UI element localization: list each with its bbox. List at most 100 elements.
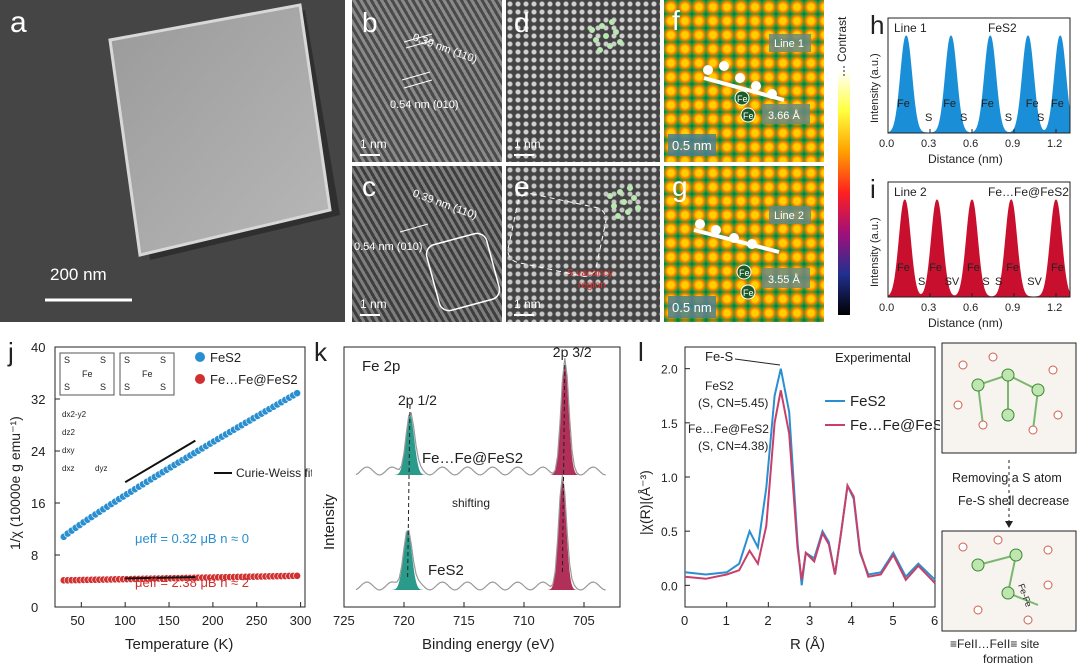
inset-1-box	[59, 352, 115, 396]
fe-atom-g1: Fe	[739, 268, 750, 278]
orbital-label-j: dxz	[62, 464, 74, 473]
x-axis-label-i: Distance (nm)	[928, 316, 1003, 330]
panel-label-h: h	[870, 10, 884, 40]
hrtem-d	[506, 0, 660, 162]
y-tick-label-j: 40	[31, 340, 45, 355]
panel-label-c: c	[362, 171, 376, 202]
xps-chart: k Fe 2p 725 720 715 710 705 Binding energy (eV)…	[314, 337, 621, 653]
x-tick-label-l: 0	[681, 613, 688, 628]
atom-label-h: Fe	[1026, 98, 1039, 110]
x-tick-label-k: 725	[333, 613, 355, 628]
cn-label-1b: (S, CN=5.45)	[698, 396, 768, 410]
x-tick-label-i: 0.3	[921, 302, 936, 314]
lattice-model-e	[607, 185, 641, 219]
x-tick-label-j: 150	[158, 613, 180, 628]
moment-label-1: μeff = 0.32 μB n ≈ 0	[135, 531, 249, 546]
scheme-foot-1: ≡FeII…FeII≡ site	[950, 637, 1040, 651]
vacancy-box-c	[425, 232, 501, 312]
profile-area-h	[887, 35, 1071, 134]
d-spacing-010-b: 0.54 nm (010)	[390, 99, 458, 111]
x-tick-label-l: 5	[889, 613, 896, 628]
profile-title-h: Line 1	[894, 21, 927, 35]
scheme-foot-2: formation	[983, 652, 1033, 665]
legend-marker-j-1	[195, 374, 205, 384]
inset-1-s: S	[100, 382, 106, 392]
xps-peak-0-0	[380, 415, 440, 475]
x-tick-label-j: 300	[290, 613, 312, 628]
x-tick-label-i: 0.0	[879, 302, 894, 314]
y-axis-label-j: 1/χ (10000e g emu⁻¹)	[7, 416, 23, 550]
x-axis-label-l: R (Å)	[790, 636, 825, 653]
scale-label-e: 1 nm	[514, 297, 541, 311]
orbital-label-j: dx2-y2	[62, 410, 87, 419]
x-tick-label-j: 50	[70, 613, 84, 628]
x-tick-label-j: 100	[114, 613, 136, 628]
profile-title-i: Line 2	[894, 185, 927, 199]
plot-frame-h	[887, 17, 1071, 134]
atom-label-h: S	[1037, 112, 1044, 124]
scale-label-f: 0.5 nm	[672, 138, 712, 153]
shift-guide-2	[561, 364, 566, 576]
x-tick-label-i: 0.9	[1005, 302, 1020, 314]
profile-legend-h: FeS2	[988, 21, 1017, 35]
exafs-line-1	[684, 390, 936, 584]
atom-label-i: SV	[1027, 276, 1042, 288]
inset-2-s: S	[124, 382, 130, 392]
vacancy-region-box	[507, 193, 607, 277]
x-tick-label-i: 0.6	[963, 302, 978, 314]
spectrum-label-bottom: FeS2	[428, 562, 464, 579]
legend-label-l-1: Fe…Fe@FeS2	[850, 417, 940, 434]
xps-peak-0-1	[534, 365, 595, 475]
shift-label: shifting	[452, 496, 490, 510]
fe-atom-f1: Fe	[737, 94, 748, 104]
y-tick-label-l: 1.5	[661, 417, 678, 431]
atom-label-i: S	[918, 276, 925, 288]
cube-particle	[108, 3, 332, 257]
y-axis-label-k: Intensity	[321, 494, 338, 550]
atom-label-i: Fe	[929, 262, 942, 274]
y-tick-label-l: 1.0	[661, 471, 678, 485]
fes-arrow	[734, 358, 781, 366]
sem-image	[0, 0, 345, 322]
spectrum-label-top: Fe…Fe@FeS2	[422, 450, 523, 467]
cn-label-1a: FeS2	[705, 379, 734, 393]
legend-label-j-0: FeS2	[210, 350, 241, 365]
hrtem-c	[352, 166, 502, 322]
panel-label-g: g	[672, 171, 688, 202]
y-tick-label-j: 0	[31, 600, 38, 615]
legend-marker-j-0	[195, 352, 205, 362]
x-axis-label-k: Binding energy (eV)	[422, 636, 555, 653]
atom-label-i: S	[982, 276, 989, 288]
shift-guide-1	[407, 404, 411, 581]
colormap-overlays: f Line 1 Fe Fe 3.66 Å 0.5 nm g Line 2 Fe…	[668, 5, 811, 318]
fe-atom-f2: Fe	[743, 111, 754, 121]
panel-label-e: e	[514, 171, 530, 202]
inset-2-s: S	[160, 382, 166, 392]
moment-label-2: μeff = 2.38 μB n ≈ 2	[135, 575, 249, 590]
cn-label-2a: Fe…Fe@FeS2	[688, 422, 769, 436]
vacancy-note-2: region	[578, 280, 606, 291]
scale-label-a: 200 nm	[50, 265, 107, 284]
plot-frame-j	[54, 346, 306, 608]
scale-label-b: 1 nm	[360, 137, 387, 151]
inset-1-s: S	[100, 355, 106, 365]
x-tick-label-h: 0.6	[963, 138, 978, 150]
atom-label-h: Fe	[897, 98, 910, 110]
experimental-label: Experimental	[835, 350, 911, 365]
panel-label-f: f	[672, 5, 680, 36]
x-tick-label-l: 1	[723, 613, 730, 628]
d-spacing-110-b: 0.39 nm (110)	[411, 32, 479, 66]
atom-label-i: Fe	[1006, 262, 1019, 274]
profile-legend-i: Fe…Fe@FeS2	[988, 185, 1069, 199]
orbital-label-j: dyz	[95, 464, 107, 473]
atom-label-i: Fe	[897, 262, 910, 274]
fes-label: Fe-S	[705, 349, 734, 364]
panel-label-a: a	[10, 6, 27, 39]
fe-atom-g2: Fe	[743, 288, 754, 298]
y-tick-label-j: 32	[31, 392, 45, 407]
x-tick-label-j: 250	[246, 613, 268, 628]
x-tick-label-k: 715	[453, 613, 475, 628]
scale-label-d: 1 nm	[514, 137, 541, 151]
x-axis-label-j: Temperature (K)	[125, 636, 233, 653]
